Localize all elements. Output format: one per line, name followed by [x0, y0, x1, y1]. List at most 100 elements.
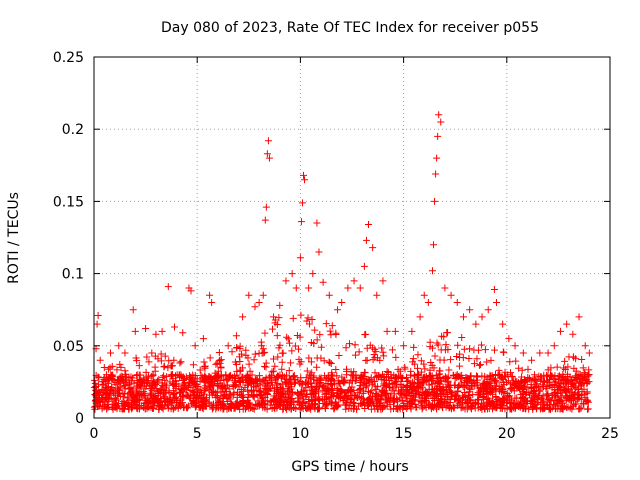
data-point: [558, 399, 566, 407]
data-point: [244, 371, 252, 379]
data-point: [371, 405, 379, 413]
data-point: [451, 381, 459, 389]
data-point: [91, 386, 99, 394]
data-point: [122, 370, 130, 378]
data-point: [98, 378, 106, 386]
data-point: [261, 329, 269, 337]
data-point: [481, 380, 489, 388]
data-point: [169, 405, 177, 413]
data-point: [248, 387, 256, 395]
data-point: [421, 389, 429, 397]
data-point: [292, 404, 300, 412]
data-point: [399, 383, 407, 391]
data-point: [170, 323, 178, 331]
data-point: [189, 361, 197, 369]
data-point: [112, 402, 120, 410]
data-point: [478, 313, 486, 321]
data-point: [259, 291, 267, 299]
data-point: [308, 393, 316, 401]
data-point: [313, 336, 321, 344]
data-point: [276, 392, 284, 400]
data-point: [342, 344, 350, 352]
data-point: [214, 374, 222, 382]
data-point: [564, 363, 572, 371]
data-point: [109, 386, 117, 394]
data-point: [501, 389, 509, 397]
data-point: [212, 360, 220, 368]
data-point: [315, 405, 323, 413]
data-point: [148, 349, 156, 357]
data-point: [525, 388, 533, 396]
data-point: [581, 394, 589, 402]
data-point: [450, 372, 458, 380]
data-point: [397, 378, 405, 386]
data-point: [522, 405, 530, 413]
data-point: [280, 396, 288, 404]
data-point: [233, 402, 241, 410]
data-point: [269, 367, 277, 375]
data-point: [501, 405, 509, 413]
data-point: [358, 394, 366, 402]
data-point: [151, 363, 159, 371]
data-point: [191, 389, 199, 397]
data-point: [209, 382, 217, 390]
data-point: [526, 374, 534, 382]
data-point: [373, 291, 381, 299]
data-point: [544, 373, 552, 381]
data-point: [282, 277, 290, 285]
data-point: [451, 391, 459, 399]
data-point: [377, 392, 385, 400]
data-point: [414, 371, 422, 379]
data-point: [334, 306, 342, 314]
data-point: [504, 377, 512, 385]
data-point: [121, 390, 129, 398]
data-point: [417, 398, 425, 406]
data-point: [459, 313, 467, 321]
data-point: [563, 320, 571, 328]
data-point: [320, 372, 328, 380]
data-point: [192, 377, 200, 385]
data-point: [546, 405, 554, 413]
data-point: [444, 380, 452, 388]
data-point: [296, 405, 304, 413]
data-point: [575, 313, 583, 321]
data-point: [561, 357, 569, 365]
data-point: [95, 373, 103, 381]
data-point: [519, 349, 527, 357]
data-point: [347, 396, 355, 404]
data-point: [134, 405, 142, 413]
data-point: [136, 371, 144, 379]
data-point: [370, 351, 378, 359]
data-point: [298, 387, 306, 395]
data-point: [445, 384, 453, 392]
x-tick-label: 15: [395, 426, 413, 442]
data-point: [484, 399, 492, 407]
data-point: [331, 380, 339, 388]
data-point: [359, 373, 367, 381]
data-point: [473, 355, 481, 363]
data-point: [338, 387, 346, 395]
data-point: [531, 376, 539, 384]
data-point: [350, 277, 358, 285]
data-point: [293, 331, 301, 339]
data-point: [315, 248, 323, 256]
data-point: [154, 397, 162, 405]
data-point: [183, 404, 191, 412]
data-point: [540, 371, 548, 379]
data-point: [355, 386, 363, 394]
data-point: [268, 398, 276, 406]
data-point: [409, 358, 417, 366]
data-point: [273, 321, 281, 329]
data-point: [349, 377, 357, 385]
data-point: [518, 373, 526, 381]
data-point: [540, 405, 548, 413]
data-point: [212, 394, 220, 402]
data-point: [374, 354, 382, 362]
data-point: [308, 382, 315, 390]
data-point: [575, 385, 583, 393]
data-point: [117, 375, 125, 383]
data-point: [354, 402, 362, 410]
data-point: [303, 405, 311, 413]
data-point: [488, 388, 496, 396]
data-point: [142, 382, 150, 390]
